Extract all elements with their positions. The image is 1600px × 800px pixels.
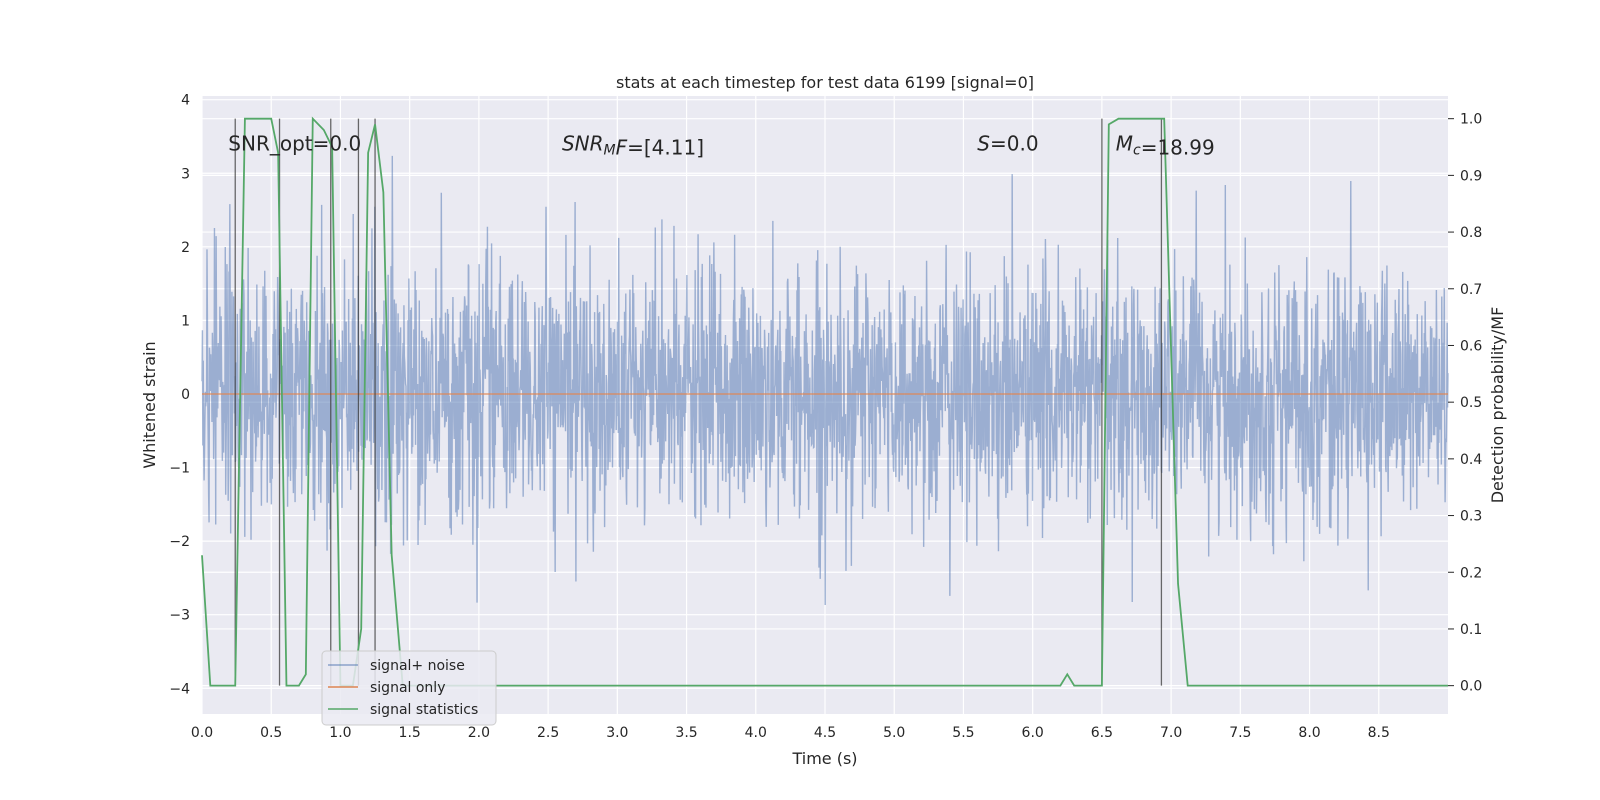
annotation-1: SNRMF=[4.11] bbox=[562, 132, 704, 160]
signal-statistics-series bbox=[201, 116, 1448, 687]
signal-noise-series bbox=[201, 155, 1449, 606]
y-tick-label: −3 bbox=[169, 608, 190, 624]
legend-box bbox=[321, 650, 497, 726]
x-tick-label: 6.5 bbox=[1091, 725, 1113, 741]
x-tick-label: 3.0 bbox=[606, 725, 628, 741]
annotation-value: =18.99 bbox=[1141, 136, 1215, 160]
x-tick-label: 4.0 bbox=[745, 725, 767, 741]
x-tick-label: 7.0 bbox=[1160, 725, 1182, 741]
annotation-italic-part: M bbox=[1116, 132, 1133, 156]
annotation-subscript: c bbox=[1133, 143, 1141, 159]
x-tick-label: 4.5 bbox=[814, 725, 836, 741]
annotation-italic-rest: F bbox=[616, 136, 628, 160]
x-tick-label: 3.5 bbox=[675, 725, 697, 741]
y2-tick-label: 1.0 bbox=[1460, 112, 1482, 128]
y2-tick-label: 0.9 bbox=[1460, 168, 1482, 184]
y2-axis-label: Detection probability/MF bbox=[1488, 307, 1507, 504]
y-tick-label: 1 bbox=[181, 313, 190, 329]
legend-label-signal-statistics: signal statistics bbox=[370, 702, 478, 718]
annotation-3: Mc=18.99 bbox=[1116, 132, 1215, 160]
y2-tick-label: 0.8 bbox=[1460, 225, 1482, 241]
annotation-italic-part: SNR bbox=[562, 132, 604, 156]
annotation-subscript: M bbox=[604, 143, 616, 159]
legend-label-signal-noise: signal+ noise bbox=[370, 658, 465, 674]
y-axis-ticks: −4 −3 −2 −1 0 1 2 3 4 bbox=[169, 93, 190, 698]
y2-tick-label: 0.5 bbox=[1460, 395, 1482, 411]
chart-title: stats at each timestep for test data 619… bbox=[616, 73, 1034, 92]
annotation-0: SNR_opt=0.0 bbox=[228, 132, 361, 156]
y2-tick-label: 0.2 bbox=[1460, 565, 1482, 581]
annotation-value: =[4.11] bbox=[627, 136, 704, 160]
signal-noise-line bbox=[201, 155, 1449, 606]
y2-tick-label: 0.6 bbox=[1460, 338, 1482, 354]
x-tick-label: 5.5 bbox=[952, 725, 974, 741]
x-tick-label: 0.5 bbox=[260, 725, 282, 741]
x-tick-label: 0.0 bbox=[191, 725, 213, 741]
x-tick-label: 8.5 bbox=[1368, 725, 1390, 741]
y-tick-label: 3 bbox=[181, 166, 190, 182]
x-tick-label: 1.0 bbox=[329, 725, 351, 741]
y-axis-label: Whitened strain bbox=[140, 341, 159, 468]
x-axis-ticks: 0.0 0.5 1.0 1.5 2.0 2.5 3.0 3.5 4.0 4.5 5.0 5.5 6.0 6… bbox=[191, 725, 1390, 741]
y-tick-label: 2 bbox=[181, 240, 190, 256]
y-tick-label: −2 bbox=[169, 534, 190, 550]
y2-tick-label: 0.7 bbox=[1460, 282, 1482, 298]
x-tick-label: 7.5 bbox=[1229, 725, 1251, 741]
segment-markers bbox=[234, 118, 1163, 686]
y2-tick-label: 0.4 bbox=[1460, 452, 1482, 468]
y-tick-label: −4 bbox=[169, 681, 190, 697]
legend: signal+ noise signal only signal statist… bbox=[321, 650, 497, 726]
y2-axis-ticks: 0.0 0.1 0.2 0.3 0.4 0.5 0.6 0.7 0.8 0.9 1.0 bbox=[1448, 112, 1482, 695]
annotations: SNR_opt=0.0 SNRMF=[4.11] S=0.0 Mc=18.99 bbox=[228, 132, 1214, 160]
annotation-2: S=0.0 bbox=[977, 132, 1038, 156]
y2-tick-label: 0.1 bbox=[1460, 622, 1482, 638]
signal-statistics-line bbox=[201, 116, 1448, 687]
x-axis-label: Time (s) bbox=[791, 749, 857, 768]
y2-tick-label: 0.0 bbox=[1460, 679, 1482, 695]
x-tick-label: 8.0 bbox=[1298, 725, 1320, 741]
annotation-italic-part: S bbox=[977, 132, 990, 156]
x-tick-label: 2.0 bbox=[468, 725, 490, 741]
x-tick-label: 6.0 bbox=[1022, 725, 1044, 741]
legend-label-signal-only: signal only bbox=[370, 680, 445, 696]
y-tick-label: 0 bbox=[181, 387, 190, 403]
y-tick-label: 4 bbox=[181, 93, 190, 109]
y2-tick-label: 0.3 bbox=[1460, 509, 1482, 525]
y-tick-label: −1 bbox=[169, 461, 190, 477]
x-tick-label: 2.5 bbox=[537, 725, 559, 741]
annotation-value: =0.0 bbox=[990, 132, 1039, 156]
x-tick-label: 5.0 bbox=[883, 725, 905, 741]
x-tick-label: 1.5 bbox=[399, 725, 421, 741]
